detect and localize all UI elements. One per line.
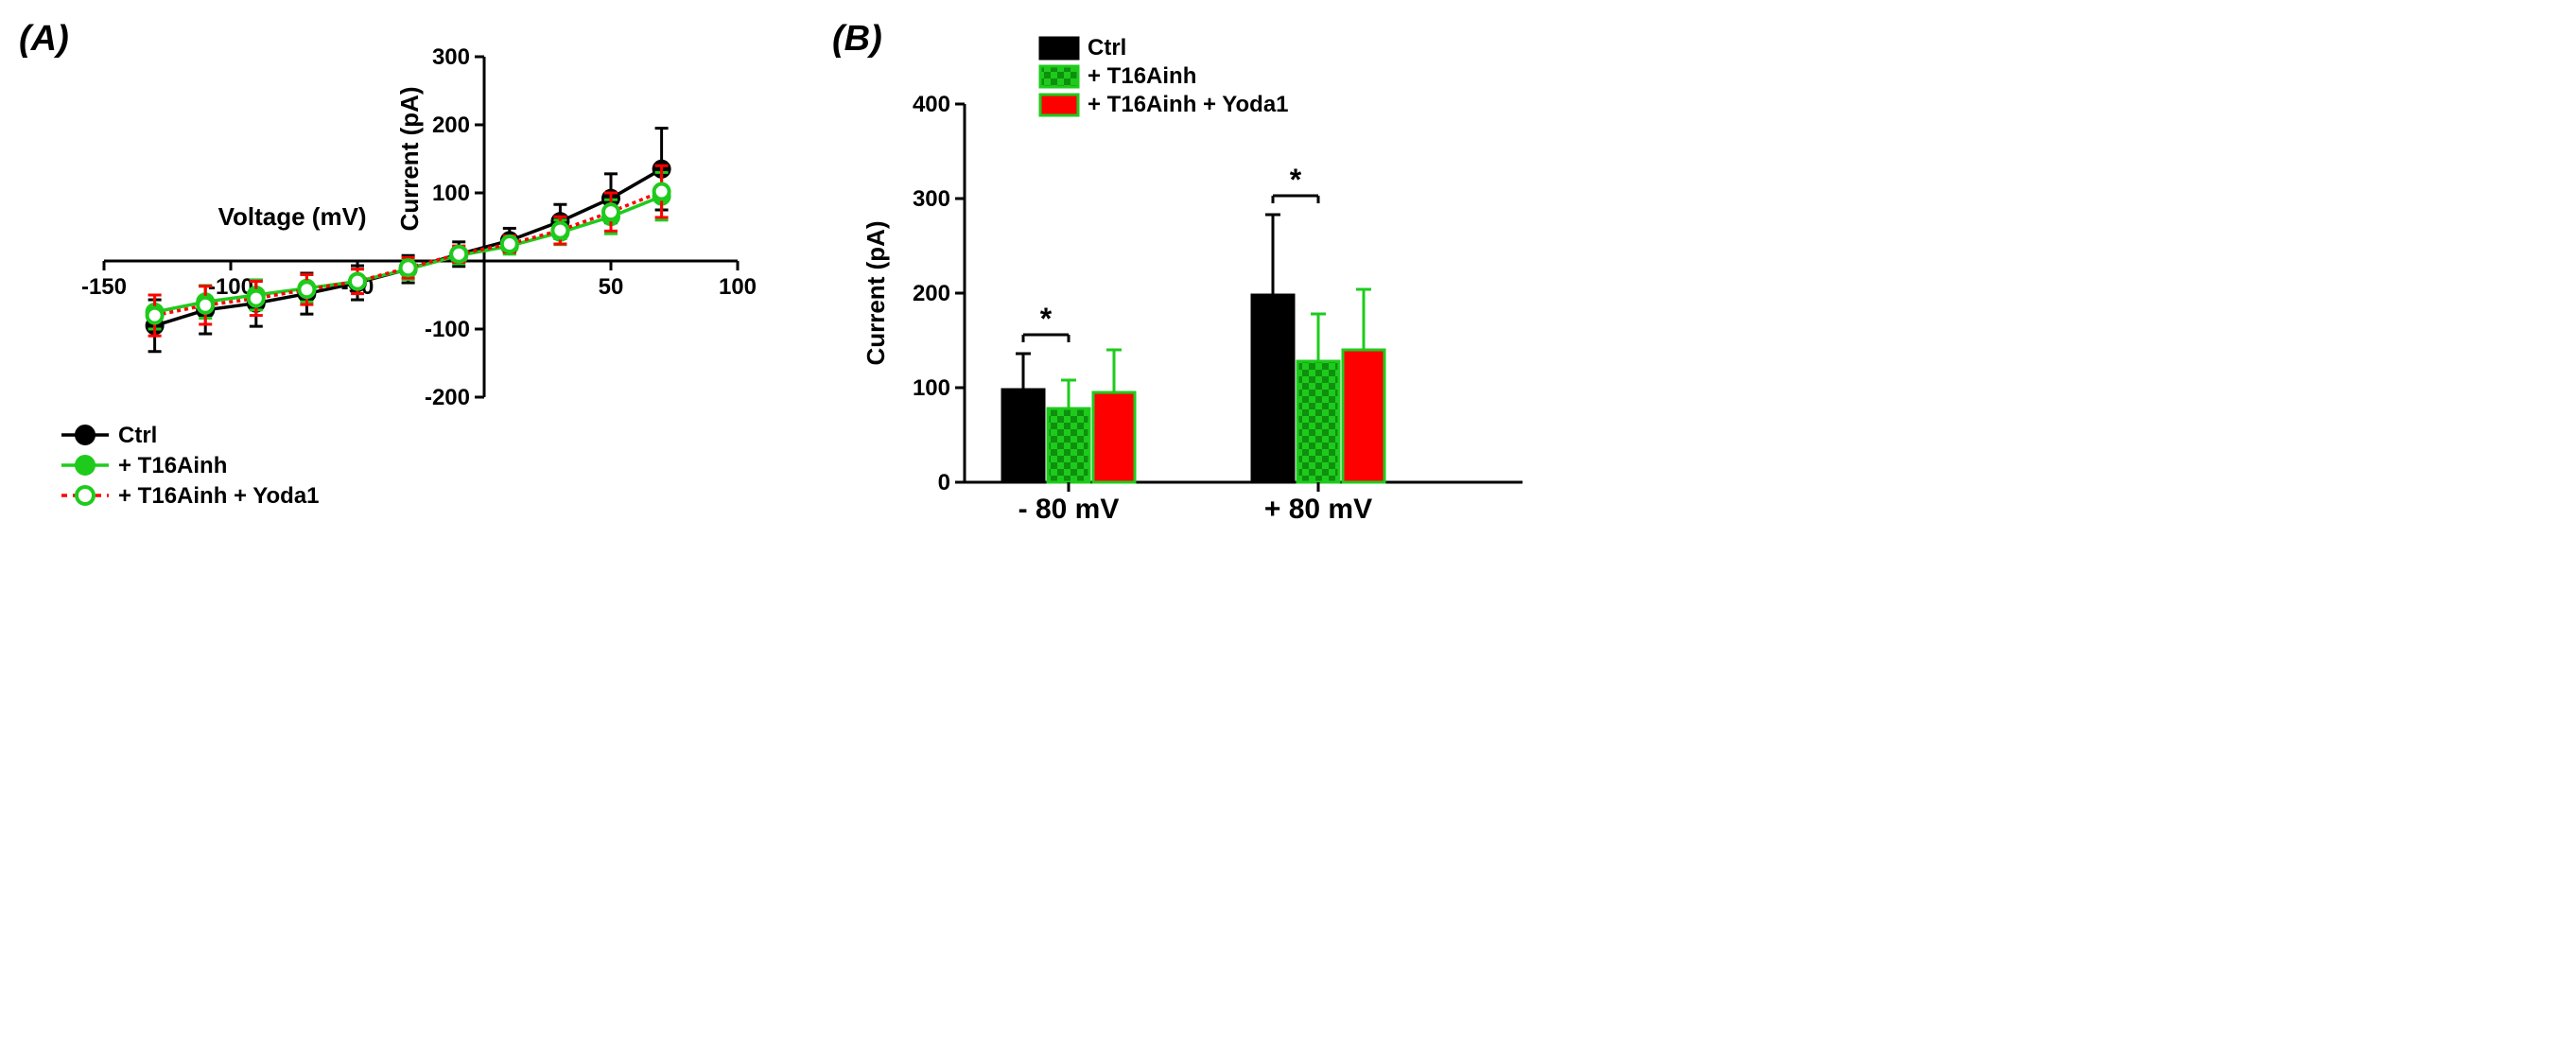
series-marker	[603, 204, 618, 219]
legend-marker	[77, 426, 94, 443]
legend-swatch	[1040, 38, 1078, 59]
panel-b: (B) 0 100 200 300 400 Current (pA) - 80 mV * + 8…	[832, 19, 1541, 530]
legend-label: Ctrl	[1088, 35, 1126, 61]
bar	[1343, 350, 1384, 482]
y-tick-label: 0	[938, 470, 950, 495]
legend-label: + T16Ainh + Yoda1	[1088, 92, 1289, 117]
series-marker	[198, 298, 213, 313]
series-marker	[249, 291, 264, 306]
panel-a-label: (A)	[19, 19, 69, 60]
y-axis-label: Current (pA)	[862, 220, 890, 365]
bar	[1093, 392, 1135, 482]
panel-b-label: (B)	[832, 19, 882, 60]
panel-a: (A) -150-100-5050100-200-100100200300Vol…	[19, 19, 775, 530]
sig-star: *	[1040, 302, 1053, 336]
series-marker	[148, 308, 163, 323]
bar	[1297, 361, 1339, 482]
y-tick-label: 100	[432, 181, 470, 206]
bar	[1002, 390, 1044, 482]
legend-swatch	[1040, 66, 1078, 87]
series-marker	[451, 247, 466, 262]
iv-curve-chart: -150-100-5050100-200-100100200300Voltage…	[19, 19, 775, 530]
x-tick-label: 50	[599, 274, 624, 300]
x-axis-label: Voltage (mV)	[218, 202, 367, 231]
y-tick-label: 400	[913, 92, 950, 117]
legend-marker	[77, 487, 94, 504]
series-marker	[552, 223, 567, 238]
y-tick-label: -100	[425, 317, 470, 342]
legend-label: + T16Ainh	[1088, 63, 1196, 89]
bar	[1252, 295, 1294, 482]
y-tick-label: 200	[913, 281, 950, 306]
x-group-label: - 80 mV	[1018, 494, 1120, 525]
sig-star: *	[1290, 163, 1302, 197]
x-tick-label: 100	[719, 274, 757, 300]
x-group-label: + 80 mV	[1264, 494, 1372, 525]
series-marker	[401, 260, 416, 275]
legend-label: + T16Ainh + Yoda1	[118, 483, 320, 509]
bar-chart: 0 100 200 300 400 Current (pA) - 80 mV * + 80 mV…	[832, 19, 1541, 530]
legend-label: + T16Ainh	[118, 453, 227, 478]
series-marker	[350, 274, 365, 289]
y-tick-label: 200	[432, 113, 470, 138]
y-tick-label: -200	[425, 385, 470, 410]
y-tick-label: 300	[913, 186, 950, 212]
legend-marker	[77, 457, 94, 474]
legend-label: Ctrl	[118, 423, 157, 448]
y-tick-label: 300	[432, 44, 470, 70]
bar	[1048, 408, 1089, 482]
y-tick-label: 100	[913, 375, 950, 401]
y-axis-label: Current (pA)	[395, 86, 424, 231]
x-tick-label: -150	[81, 274, 127, 300]
series-marker	[654, 184, 670, 200]
legend-swatch	[1040, 95, 1078, 115]
series-marker	[299, 282, 314, 297]
series-marker	[502, 236, 517, 252]
